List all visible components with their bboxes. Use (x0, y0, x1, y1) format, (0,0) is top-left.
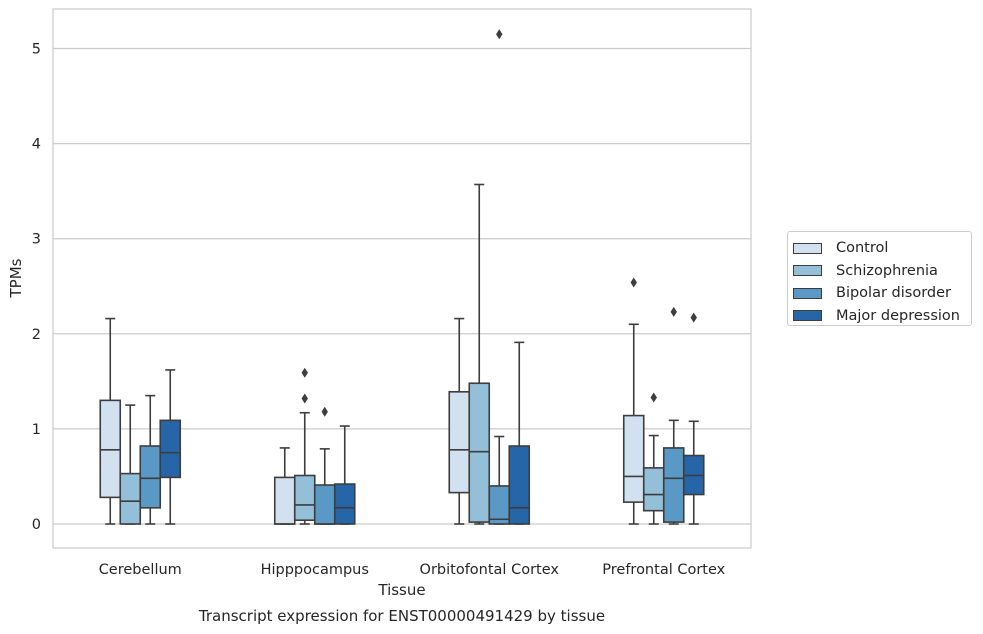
x-tick-label: Orbitofontal Cortex (420, 562, 560, 578)
outlier-point (670, 306, 677, 317)
outlier-point (321, 406, 328, 417)
box-iqr (488, 485, 511, 525)
y-axis-label: TPMs (7, 258, 25, 298)
legend-item: Bipolar disorder (793, 282, 971, 305)
box-schizophrenia-1 (293, 367, 316, 525)
chart-title: Transcript expression for ENST0000049142… (198, 607, 605, 625)
legend-swatch (793, 287, 822, 299)
legend-swatch (793, 265, 822, 277)
box-iqr (273, 476, 296, 525)
y-tick-label: 0 (32, 517, 41, 533)
box-schizophrenia-2 (468, 183, 491, 525)
plot-frame (52, 8, 752, 549)
box-major-depression-0 (159, 369, 182, 525)
y-tick-label: 2 (32, 327, 41, 343)
legend-item: Schizophrenia (793, 260, 971, 283)
x-tick-label: Prefrontal Cortex (602, 562, 725, 578)
box-major-depression-3 (682, 312, 705, 525)
outlier-point (301, 367, 308, 378)
y-tick-label: 3 (32, 232, 41, 248)
legend-swatch (793, 310, 822, 322)
outlier-point (496, 29, 503, 40)
box-bipolar-disorder-3 (662, 306, 685, 525)
box-iqr (99, 399, 122, 499)
box-iqr (293, 474, 316, 521)
box-major-depression-1 (333, 425, 356, 525)
box-control-0 (99, 317, 122, 525)
box-bipolar-disorder-2 (488, 29, 511, 525)
x-axis-label: Tissue (377, 581, 425, 599)
box-control-3 (622, 277, 645, 525)
box-plots (99, 29, 705, 525)
legend-label: Control (836, 240, 889, 257)
outlier-point (650, 392, 657, 403)
x-tick-label: Hipppocampus (261, 562, 369, 578)
box-major-depression-2 (508, 341, 531, 525)
box-iqr (333, 483, 356, 525)
legend-label: Major depression (836, 307, 960, 324)
box-schizophrenia-3 (642, 392, 665, 525)
box-control-2 (448, 317, 471, 525)
legend-swatch (793, 242, 822, 254)
box-iqr (159, 419, 182, 479)
box-iqr (662, 447, 685, 523)
legend: Control Schizophrenia Bipolar disorder Majo… (787, 231, 972, 326)
x-tick-label: Cerebellum (99, 562, 182, 578)
box-control-1 (273, 447, 296, 525)
box-bipolar-disorder-0 (139, 394, 162, 525)
tick-labels: 0 1 2 3 4 5 Cerebellum Hipppocampus Orbitofontal… (32, 42, 726, 579)
box-iqr (468, 382, 491, 523)
outlier-point (690, 312, 697, 323)
box-iqr (508, 445, 531, 525)
outlier-point (630, 277, 637, 288)
legend-label: Bipolar disorder (836, 285, 951, 302)
box-iqr (642, 467, 665, 512)
outlier-point (301, 393, 308, 404)
box-iqr (139, 445, 162, 509)
y-tick-label: 1 (32, 422, 41, 438)
box-iqr (448, 391, 471, 494)
box-bipolar-disorder-1 (313, 406, 336, 525)
legend-item: Major depression (793, 305, 971, 328)
legend-label: Schizophrenia (836, 262, 938, 279)
box-iqr (313, 484, 336, 525)
box-schizophrenia-0 (119, 404, 142, 525)
legend-item: Control (793, 237, 971, 260)
y-tick-label: 5 (32, 42, 41, 58)
box-iqr (622, 414, 645, 503)
y-tick-label: 4 (32, 137, 41, 153)
box-iqr (119, 472, 142, 525)
